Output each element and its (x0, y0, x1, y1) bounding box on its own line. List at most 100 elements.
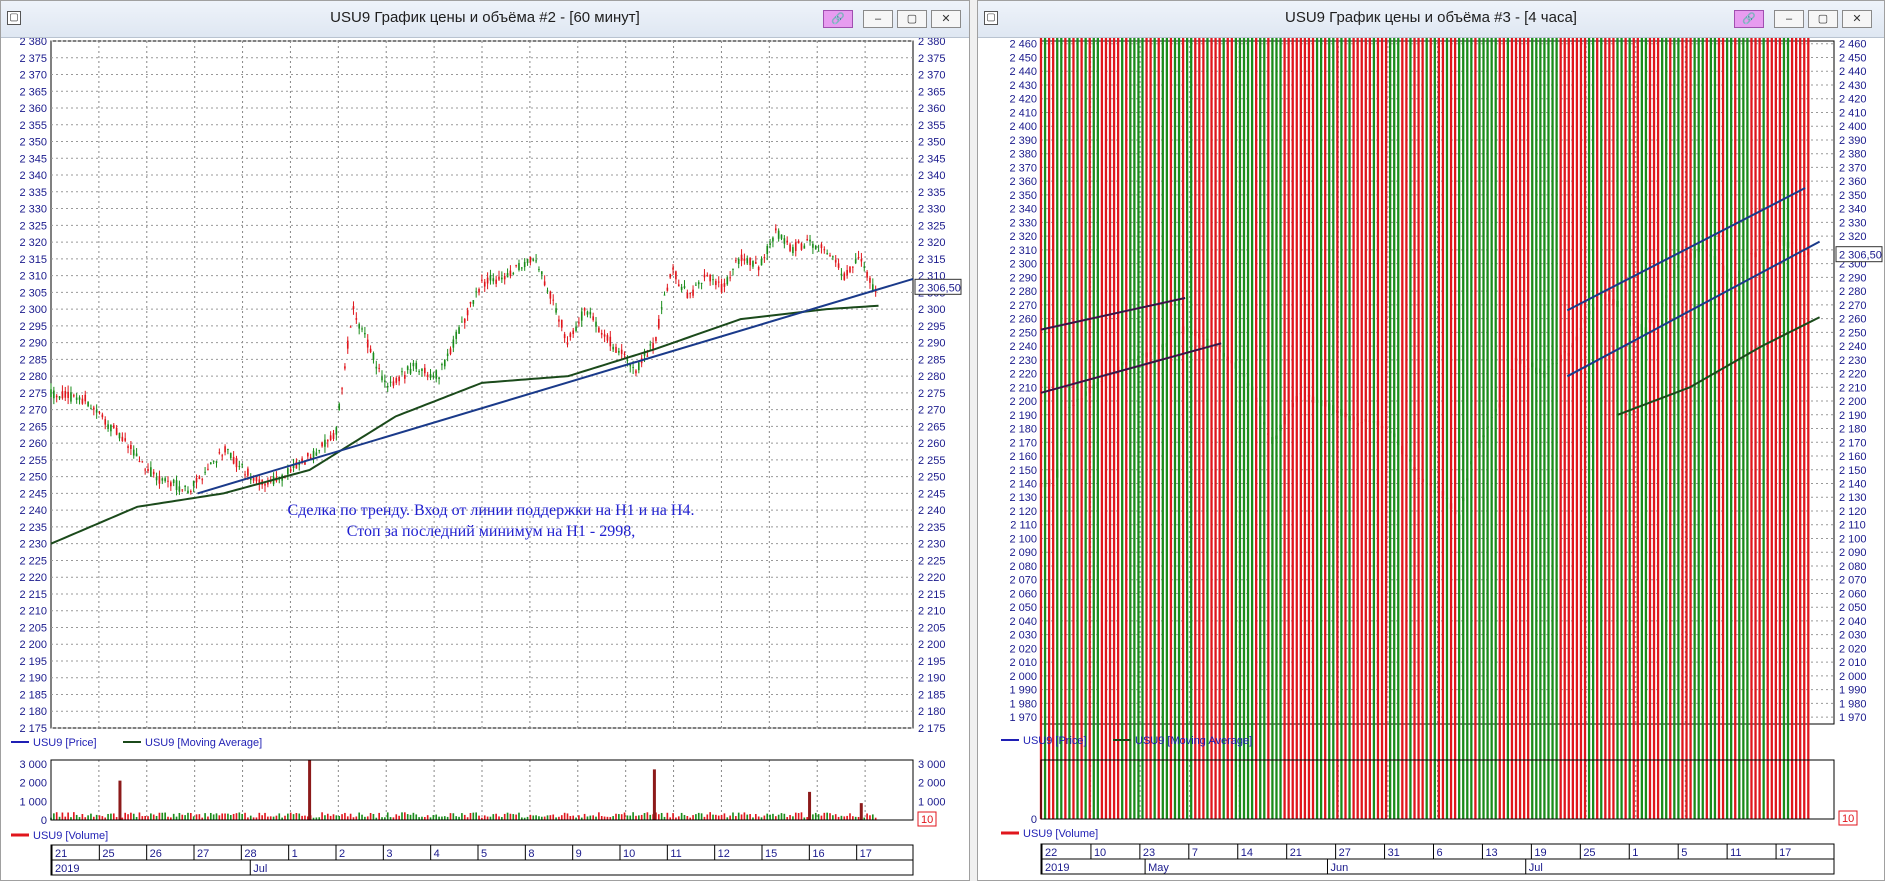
y-tick-label-left: 2 275 (19, 388, 47, 400)
maximize-button[interactable]: ▢ (897, 10, 927, 28)
candle-body (717, 281, 720, 283)
volume-bar (1673, 38, 1676, 819)
volume-bar (620, 814, 623, 820)
y-tick-label-right: 2 220 (1839, 369, 1867, 381)
volume-bar (1295, 38, 1298, 819)
y-tick-label-left: 2 260 (19, 438, 47, 450)
candle-body (649, 344, 652, 346)
candle-body (289, 469, 292, 472)
volume-bar (1283, 38, 1286, 819)
volume-bar (712, 814, 714, 820)
y-tick-label-left: 2 340 (1009, 204, 1037, 216)
volume-bar (1462, 38, 1465, 819)
minimize-button[interactable]: – (1774, 10, 1804, 28)
volume-bar (755, 814, 757, 820)
candle-body (461, 321, 463, 323)
volume-bar (814, 812, 817, 820)
volume-bar (315, 817, 318, 820)
window-menu-icon[interactable]: ▢ (984, 11, 998, 25)
volume-bar (549, 815, 552, 820)
volume-bar (361, 814, 363, 820)
chart-window-4h[interactable]: ▢ USU9 График цены и объёма #3 - [4 часа… (977, 0, 1885, 881)
date-label: 21 (55, 848, 67, 860)
candle-body (50, 389, 52, 398)
candle-body (441, 364, 443, 366)
candle-body (432, 375, 435, 378)
candle-body (760, 258, 763, 266)
candle-body (346, 340, 349, 349)
y-tick-label-left: 2 220 (1009, 369, 1037, 381)
candle-body (406, 366, 409, 371)
y-tick-label-left: 2 290 (1009, 272, 1037, 284)
candle-body (229, 452, 232, 459)
y-tick-label-right: 2 345 (918, 153, 946, 165)
volume-bar (1498, 38, 1501, 819)
volume-bar (455, 816, 458, 820)
y-tick-label-right: 2 200 (918, 639, 946, 651)
y-tick-label-left: 2 050 (1009, 602, 1037, 614)
last-price-box (1835, 246, 1883, 263)
volume-bar (1340, 38, 1343, 819)
volume-bar (772, 813, 774, 820)
chart-window-60min[interactable]: ▢ USU9 График цены и объёма #2 - [60 мин… (0, 0, 970, 881)
candle-body (840, 273, 843, 276)
y-tick-label-right: 2 370 (918, 70, 946, 82)
minimize-button[interactable]: – (863, 10, 893, 28)
link-chart-button[interactable]: 🔗 (823, 10, 853, 28)
volume-bar (1279, 38, 1282, 819)
y-tick-label-left: 2 280 (1009, 286, 1037, 298)
y-tick-label-left: 2 215 (19, 589, 47, 601)
window-menu-icon[interactable]: ▢ (7, 11, 21, 25)
volume-bar (249, 815, 252, 820)
close-button[interactable]: ✕ (1842, 10, 1872, 28)
volume-bar (492, 814, 495, 820)
volume-bar (660, 812, 663, 820)
maximize-button[interactable]: ▢ (1808, 10, 1838, 28)
volume-bar (683, 814, 686, 820)
volume-bar (1112, 38, 1116, 819)
y-tick-label-right: 2 180 (918, 706, 946, 718)
y-tick-label-left: 2 325 (19, 220, 47, 232)
candle-body (655, 336, 657, 341)
window-titlebar[interactable]: ▢ USU9 График цены и объёма #3 - [4 часа… (978, 1, 1884, 38)
volume-bar (1397, 38, 1400, 819)
candle-body (238, 465, 241, 467)
volume-bar (306, 816, 309, 820)
candle-body (743, 258, 746, 261)
volume-bar (423, 816, 426, 820)
candle-body (523, 261, 526, 268)
y-tick-label-right: 2 230 (1839, 355, 1867, 367)
y-tick-label-right: 2 290 (1839, 272, 1867, 284)
candle-body (378, 367, 380, 369)
volume-bar (1116, 38, 1120, 819)
y-tick-label-right: 2 325 (918, 220, 946, 232)
close-button[interactable]: ✕ (931, 10, 961, 28)
volume-bar (1287, 38, 1290, 819)
date-label: 26 (150, 848, 162, 860)
link-chart-button[interactable]: 🔗 (1734, 10, 1764, 28)
candle-body (652, 343, 654, 349)
candle-body (341, 388, 343, 390)
candle-body (766, 246, 769, 255)
month-label: Jun (1330, 862, 1348, 874)
volume-bar (820, 815, 823, 820)
volume-tick-left: 1 000 (19, 796, 47, 808)
volume-bar (737, 812, 740, 820)
candle-body (498, 276, 500, 280)
volume-bar (600, 816, 603, 820)
volume-bar (1742, 38, 1745, 819)
last-price-box (914, 278, 962, 295)
y-tick-label-right: 2 060 (1839, 588, 1867, 600)
volume-bar (672, 813, 674, 820)
y-tick-label-right: 2 375 (918, 53, 946, 65)
date-label: 28 (244, 848, 256, 860)
volume-bar (1206, 38, 1209, 819)
candle-body (532, 259, 535, 261)
y-tick-label-left: 2 010 (1009, 657, 1037, 669)
date-label: 10 (1094, 847, 1106, 859)
candle-body (190, 491, 192, 493)
volume-bar (1790, 38, 1794, 819)
window-titlebar[interactable]: ▢ USU9 График цены и объёма #2 - [60 мин… (1, 1, 969, 38)
